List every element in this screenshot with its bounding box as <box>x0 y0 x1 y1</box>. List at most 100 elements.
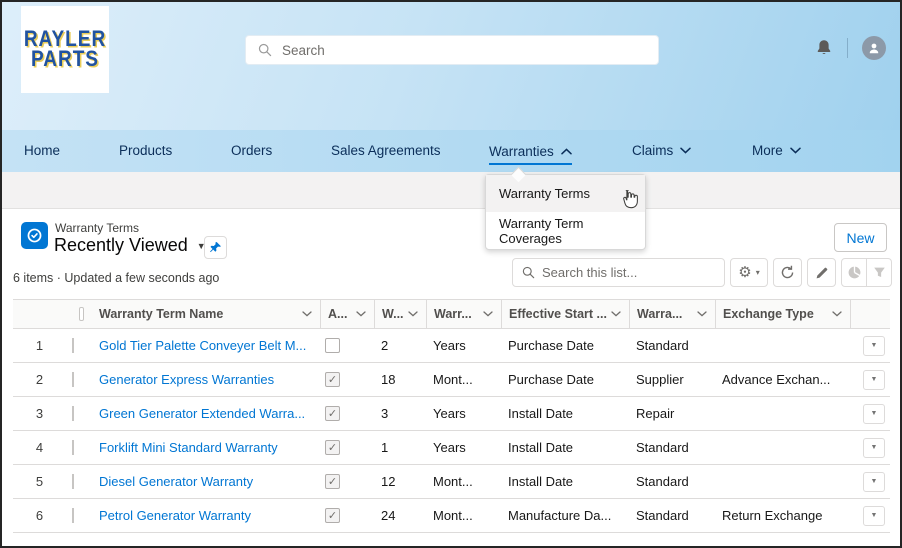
cell-warranty-type: Standard <box>636 440 689 455</box>
caret-down-icon: ▼ <box>196 240 206 251</box>
active-checkbox[interactable]: ✓ <box>325 474 340 489</box>
caret-down-icon: ▼ <box>870 444 878 451</box>
record-link[interactable]: Forklift Mini Standard Warranty <box>99 440 278 455</box>
row-number: 3 <box>35 406 44 421</box>
chevron-down-icon <box>611 311 621 317</box>
row-checkbox[interactable] <box>72 508 74 523</box>
content-area: Warranty Terms Recently Viewed ▼ New 6 i… <box>2 172 900 546</box>
table-row: 1 Gold Tier Palette Conveyer Belt M... 2… <box>13 329 890 363</box>
nav-tab-claims[interactable]: Claims <box>632 130 692 172</box>
row-checkbox[interactable] <box>72 372 74 387</box>
warranty-terms-entity-icon <box>21 222 48 249</box>
cell-effective-start: Purchase Date <box>508 338 594 353</box>
header-warranty-duration[interactable]: W... <box>374 300 426 328</box>
header-active[interactable]: A... <box>320 300 374 328</box>
row-checkbox[interactable] <box>72 440 74 455</box>
new-button-label: New <box>846 229 875 246</box>
row-actions-button[interactable]: ▼ <box>863 505 885 526</box>
new-button[interactable]: New <box>834 223 887 252</box>
primary-navigation: Home Products Orders Sales Agreements Wa… <box>2 130 900 172</box>
active-checkbox[interactable]: ✓ <box>325 440 340 455</box>
header-row-number <box>13 300 66 328</box>
list-view-selector[interactable]: Recently Viewed ▼ <box>54 235 206 256</box>
header-exchange-type[interactable]: Exchange Type <box>715 300 850 328</box>
nav-tab-orders[interactable]: Orders <box>231 130 272 172</box>
record-link[interactable]: Generator Express Warranties <box>99 372 275 387</box>
column-label: W... <box>382 307 404 321</box>
cell-duration: 24 <box>381 508 396 523</box>
record-link[interactable]: Diesel Generator Warranty <box>99 474 254 489</box>
search-icon <box>522 266 535 279</box>
nav-tab-label: Orders <box>231 142 273 158</box>
nav-tab-label: Warranties <box>489 143 554 159</box>
active-checkbox[interactable] <box>325 338 340 353</box>
active-checkbox[interactable]: ✓ <box>325 406 340 421</box>
nav-tab-home[interactable]: Home <box>24 130 60 172</box>
active-checkbox[interactable]: ✓ <box>325 508 340 523</box>
select-all-checkbox[interactable] <box>79 307 84 321</box>
menu-item-warranty-term-coverages[interactable]: Warranty Term Coverages <box>486 212 645 249</box>
list-search-input[interactable] <box>542 265 724 280</box>
warranties-dropdown-menu: Warranty Terms Warranty Term Coverages <box>485 166 646 250</box>
edit-button[interactable] <box>807 258 836 287</box>
row-actions-button[interactable]: ▼ <box>863 437 885 458</box>
list-view-controls-button[interactable]: ⚙ ▾ <box>730 258 768 287</box>
column-label: Warr... <box>434 307 472 321</box>
record-link[interactable]: Green Generator Extended Warra... <box>99 406 306 421</box>
caret-down-icon: ▼ <box>870 342 878 349</box>
cell-exchange-type: Return Exchange <box>722 508 823 523</box>
caret-down-icon: ▼ <box>870 512 878 519</box>
filter-button[interactable] <box>866 259 891 286</box>
active-checkbox[interactable]: ✓ <box>325 372 340 387</box>
global-search-input[interactable] <box>282 42 658 58</box>
nav-tab-more[interactable]: More <box>752 130 801 172</box>
chevron-up-icon <box>561 147 572 155</box>
nav-tab-warranties[interactable]: Warranties <box>489 130 572 172</box>
company-logo[interactable]: RAYLER PARTS <box>21 6 109 93</box>
chevron-down-icon <box>697 311 707 317</box>
menu-item-label: Warranty Term Coverages <box>499 215 584 246</box>
record-link[interactable]: Gold Tier Palette Conveyer Belt M... <box>99 338 307 353</box>
row-actions-button[interactable]: ▼ <box>863 369 885 390</box>
row-number: 4 <box>35 440 44 455</box>
cell-unit: Years <box>433 338 466 353</box>
cell-effective-start: Install Date <box>508 406 574 421</box>
header-warranty-term-name[interactable]: Warranty Term Name <box>92 300 320 328</box>
nav-tab-products[interactable]: Products <box>119 130 172 172</box>
refresh-button[interactable] <box>773 258 802 287</box>
record-link[interactable]: Petrol Generator Warranty <box>99 508 251 523</box>
nav-tab-sales-agreements[interactable]: Sales Agreements <box>331 130 441 172</box>
menu-item-label: Warranty Terms <box>499 186 591 201</box>
chevron-down-icon <box>408 311 418 317</box>
row-number: 1 <box>35 338 44 353</box>
caret-down-icon: ▼ <box>870 410 878 417</box>
notifications-bell-icon[interactable] <box>815 39 833 57</box>
row-actions-button[interactable]: ▼ <box>863 471 885 492</box>
table-row: 4 Forklift Mini Standard Warranty ✓ 1 Ye… <box>13 431 890 465</box>
list-search[interactable] <box>512 258 725 287</box>
cell-duration: 18 <box>381 372 396 387</box>
row-checkbox[interactable] <box>72 338 74 353</box>
row-actions-button[interactable]: ▼ <box>863 403 885 424</box>
charts-button[interactable] <box>842 259 866 286</box>
header-select-all[interactable] <box>66 300 92 328</box>
table-header-row: Warranty Term Name A... W... Warr... <box>13 299 890 329</box>
cell-warranty-type: Supplier <box>636 372 684 387</box>
menu-item-warranty-terms[interactable]: Warranty Terms <box>486 175 645 212</box>
row-checkbox[interactable] <box>72 474 74 489</box>
nav-tab-label: Home <box>24 142 61 158</box>
header-warranty-type[interactable]: Warra... <box>629 300 715 328</box>
cell-duration: 1 <box>381 440 389 455</box>
gear-icon: ⚙ <box>738 263 752 281</box>
header-effective-start[interactable]: Effective Start ... <box>501 300 629 328</box>
user-avatar[interactable] <box>862 36 886 60</box>
caret-down-icon: ▼ <box>870 376 878 383</box>
warranty-terms-table: Warranty Term Name A... W... Warr... <box>13 299 890 533</box>
global-search[interactable] <box>245 35 659 65</box>
row-actions-button[interactable]: ▼ <box>863 335 885 356</box>
header-warranty-unit[interactable]: Warr... <box>426 300 501 328</box>
row-checkbox[interactable] <box>72 406 74 421</box>
table-row: 2 Generator Express Warranties ✓ 18 Mont… <box>13 363 890 397</box>
search-icon <box>258 43 272 57</box>
pin-list-button[interactable] <box>204 236 227 259</box>
